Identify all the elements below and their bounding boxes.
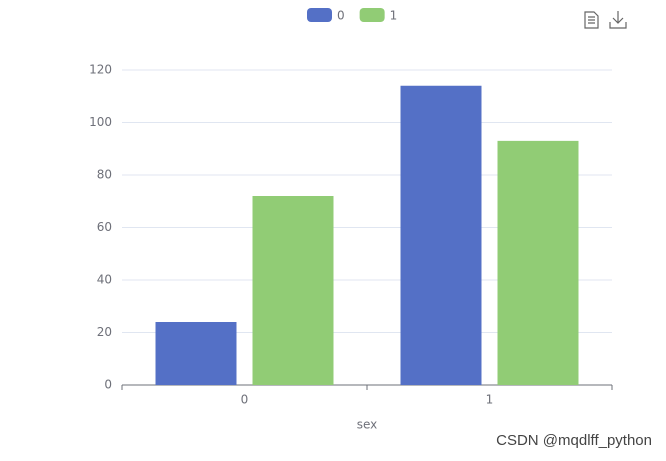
x-axis-title: sex: [357, 418, 378, 432]
legend-swatch: [307, 8, 332, 22]
y-tick-label: 40: [97, 273, 112, 287]
x-tick-label: 1: [486, 393, 494, 407]
y-tick-label: 20: [97, 325, 112, 339]
watermark: CSDN @mqdlff_python: [496, 432, 652, 449]
save-image-icon[interactable]: [609, 11, 627, 29]
y-tick-label: 100: [89, 115, 112, 129]
bar: [497, 140, 579, 385]
bar: [252, 196, 334, 385]
data-view-icon[interactable]: [584, 11, 599, 29]
bar: [400, 85, 482, 385]
legend-swatch: [359, 8, 385, 22]
y-tick-label: 60: [97, 220, 112, 234]
legend-label: 0: [337, 9, 345, 23]
x-tick-label: 0: [241, 393, 249, 407]
toolbox[interactable]: [584, 11, 627, 29]
y-tick-label: 80: [97, 168, 112, 182]
legend-label: 1: [390, 9, 398, 23]
y-tick-label: 0: [104, 378, 112, 392]
y-tick-label: 120: [89, 63, 112, 77]
bar: [155, 322, 237, 385]
